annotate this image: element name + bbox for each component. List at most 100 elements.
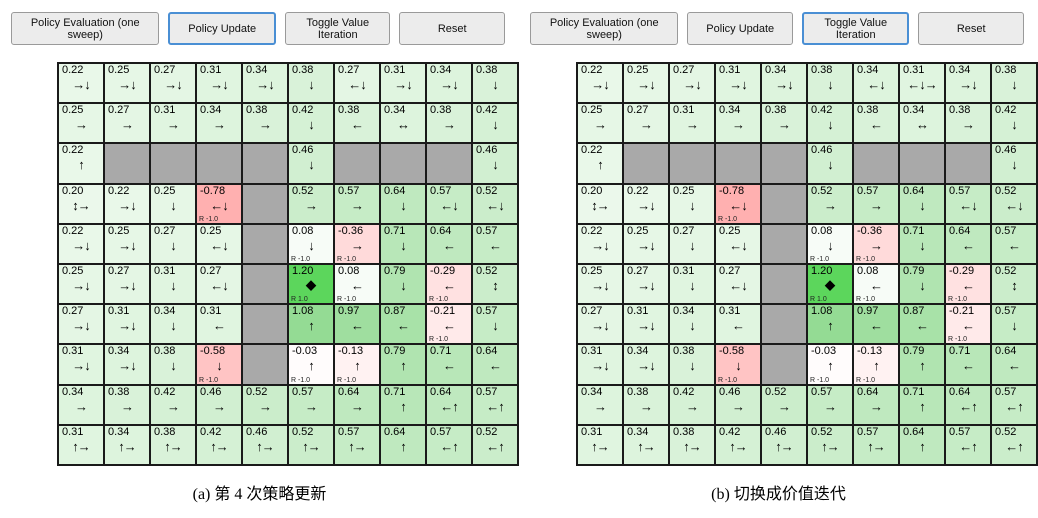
- policy-arrow-icon: ↓: [1011, 157, 1018, 173]
- grid-cell: 0.46 ↑→: [761, 424, 807, 465]
- cell-value: 1.08: [811, 305, 833, 318]
- policy-arrow-icon: →: [686, 117, 699, 133]
- cell-value: 0.52: [995, 265, 1017, 277]
- policy-arrow-icon: →: [121, 117, 134, 133]
- policy-arrow-icon: ←: [443, 278, 456, 293]
- cell-value: 0.25: [673, 184, 695, 197]
- policy-arrow-icon: ↓: [689, 237, 696, 253]
- toggle-value-iteration-button[interactable]: Toggle Value Iteration: [801, 12, 910, 45]
- policy-arrow-icon: →↓: [775, 77, 794, 92]
- cell-value: 0.22: [62, 144, 84, 157]
- cell-value: 0.71: [384, 224, 406, 237]
- cell-value: 0.64: [384, 425, 406, 438]
- cell-value: 0.31: [673, 104, 695, 117]
- cell-value: 0.71: [903, 385, 925, 398]
- cell-value: 0.25: [627, 224, 649, 237]
- grid-cell: 0.38 ↓: [288, 63, 334, 104]
- wall-cell: [242, 223, 288, 264]
- cell-value: 0.31: [581, 425, 603, 438]
- cell-value: 0.34: [673, 305, 695, 318]
- cell-value: 0.34: [384, 104, 406, 117]
- policy-update-button[interactable]: Policy Update: [687, 12, 793, 45]
- policy-evaluation-one-sweep-button[interactable]: Policy Evaluation (one sweep): [11, 12, 160, 45]
- grid-cell: 0.34 →↓: [945, 63, 991, 104]
- grid-cell: 0.64 ←: [945, 223, 991, 264]
- grid-cell: 0.27 →↓: [150, 63, 196, 104]
- grid-cell: 0.57 ←↑: [991, 384, 1037, 425]
- cell-value: 0.57: [857, 184, 879, 197]
- policy-arrow-icon: ←↑: [440, 438, 459, 454]
- cell-value: -0.58: [200, 345, 226, 358]
- gridworld-panel-a: Policy Evaluation (one sweep) Policy Upda…: [11, 12, 519, 503]
- reset-button[interactable]: Reset: [918, 12, 1024, 45]
- policy-arrow-icon: ↓: [308, 77, 315, 92]
- policy-arrow-icon: ↑→: [591, 438, 610, 454]
- cell-value: 0.46: [292, 144, 314, 157]
- cell-value: 0.57: [949, 184, 971, 197]
- grid-cell: 0.22 →↓: [577, 63, 623, 104]
- policy-arrow-icon: ↓: [308, 157, 315, 173]
- grid-cell: 0.22 ↑: [58, 143, 104, 184]
- wall-cell: [761, 344, 807, 385]
- grid-cell: 0.46 ↓: [991, 143, 1037, 184]
- policy-arrow-icon: →↓: [637, 278, 656, 293]
- wall-cell: [623, 143, 669, 184]
- policy-arrow-icon: ↑→: [867, 438, 886, 454]
- reward-label: R -1.0: [810, 376, 830, 384]
- cell-value: -0.13: [338, 345, 364, 358]
- policy-arrow-icon: →: [167, 117, 180, 133]
- grid-cell: 0.38 →: [104, 384, 150, 425]
- policy-evaluation-one-sweep-button[interactable]: Policy Evaluation (one sweep): [530, 12, 679, 45]
- grid-cell: 0.27 →: [104, 103, 150, 144]
- grid-cell: 0.57 →: [334, 183, 380, 224]
- policy-arrow-icon: →↓: [164, 77, 183, 92]
- cell-value: 0.79: [903, 265, 925, 277]
- policy-arrow-icon: ←: [351, 117, 364, 133]
- policy-arrow-icon: ↑: [919, 398, 926, 414]
- reward-label: R 1.0: [291, 296, 308, 304]
- grid-cell: 0.31 →↓: [196, 63, 242, 104]
- policy-arrow-icon: ↕→: [591, 197, 610, 213]
- grid-cell: 0.38 →: [623, 384, 669, 425]
- gridworld-grid: 0.22 →↓ 0.25 →↓ 0.27 →↓ 0.31 →↓ 0.34 →↓ 0.38 ↓ 0.34 ←…: [576, 62, 1038, 466]
- wall-cell: [242, 344, 288, 385]
- toggle-value-iteration-button[interactable]: Toggle Value Iteration: [284, 12, 391, 45]
- policy-arrow-icon: →: [870, 237, 883, 253]
- policy-arrow-icon: →: [259, 398, 272, 414]
- policy-arrow-icon: ←: [351, 318, 364, 334]
- grid-cell: 0.38 →: [945, 103, 991, 144]
- cell-value: 0.46: [246, 425, 268, 438]
- grid-cell: 0.25 →↓: [104, 63, 150, 104]
- policy-arrow-icon: →: [121, 398, 134, 414]
- grid-cell: 0.34 →: [58, 384, 104, 425]
- cell-value: 0.31: [903, 64, 925, 76]
- grid-cell: 0.27 →↓: [58, 304, 104, 345]
- cell-value: 0.46: [200, 385, 222, 398]
- policy-arrow-icon: ↑: [308, 358, 315, 374]
- policy-arrow-icon: →: [778, 398, 791, 414]
- grid-cell: 0.22 ↑: [577, 143, 623, 184]
- cell-value: 0.52: [995, 184, 1017, 197]
- grid-cell: 0.34 ↑→: [104, 424, 150, 465]
- policy-update-button[interactable]: Policy Update: [168, 12, 276, 45]
- policy-arrow-icon: →↓: [72, 237, 91, 253]
- cell-value: 0.64: [949, 224, 971, 237]
- policy-arrow-icon: →: [778, 117, 791, 133]
- policy-arrow-icon: ←↑: [486, 398, 505, 414]
- cell-value: 0.38: [476, 64, 498, 76]
- policy-arrow-icon: ←↑: [440, 398, 459, 414]
- grid-cell: 0.71 ←: [945, 344, 991, 385]
- grid-cell: -0.03 ↑ R -1.0: [807, 344, 853, 385]
- reset-button[interactable]: Reset: [399, 12, 505, 45]
- grid-cell: 0.46 →: [196, 384, 242, 425]
- cell-value: 0.27: [719, 265, 741, 277]
- grid-cell: 0.27 ↓: [150, 223, 196, 264]
- policy-arrow-icon: ↑→: [821, 438, 840, 454]
- cell-value: 0.38: [627, 385, 649, 398]
- grid-cell: 0.42 ↑→: [715, 424, 761, 465]
- grid-cell: 0.52 →: [242, 384, 288, 425]
- grid-cell: 0.25 →↓: [577, 264, 623, 305]
- cell-value: 0.27: [154, 64, 176, 76]
- grid-cell: 0.25 →↓: [623, 223, 669, 264]
